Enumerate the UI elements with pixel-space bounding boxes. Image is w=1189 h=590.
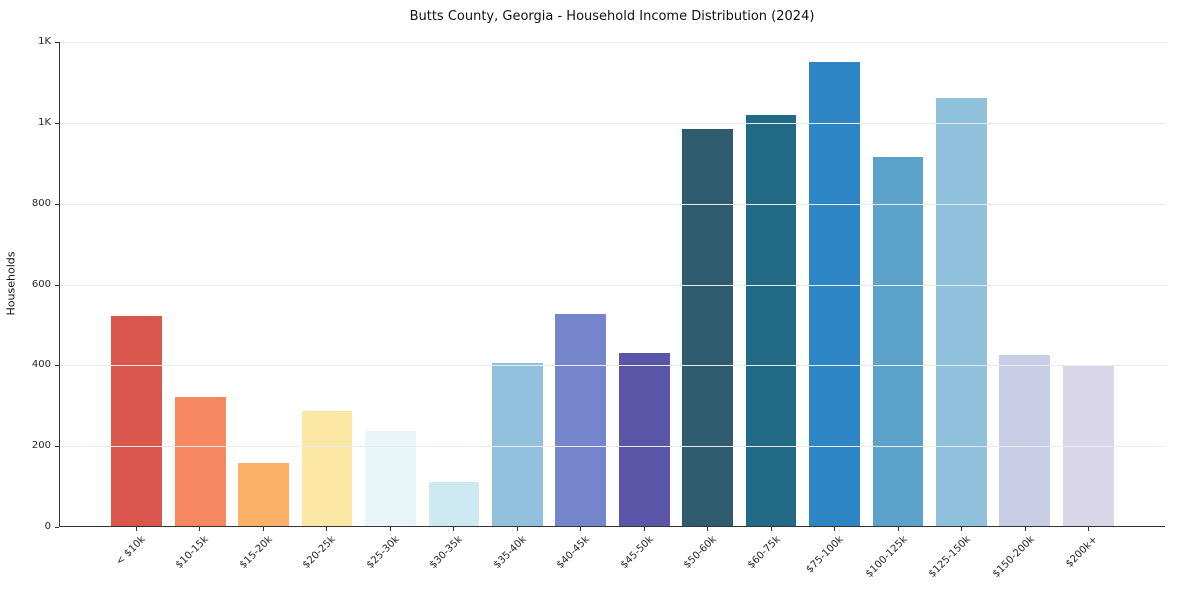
x-tick-mark <box>135 527 137 531</box>
y-tick-label: 0 <box>44 521 51 532</box>
x-tick-mark <box>199 527 201 531</box>
gridline <box>60 42 1165 43</box>
y-tick-label: 1K <box>38 116 51 128</box>
x-tick-label: $50-60k <box>682 534 720 571</box>
x-tick-label: $10-15k <box>174 534 212 571</box>
bar <box>1062 364 1114 526</box>
gridline <box>60 284 1165 286</box>
bar-slot <box>1057 42 1120 526</box>
x-tick-mark <box>580 527 582 531</box>
y-tick-mark <box>55 122 59 124</box>
bar <box>111 316 163 526</box>
x-tick-label: $100-125k <box>863 534 910 580</box>
bar-slot <box>422 42 485 526</box>
chart-title: Butts County, Georgia - Household Income… <box>409 9 815 24</box>
bar <box>238 463 289 526</box>
x-tick-mark <box>326 527 328 531</box>
plot-area <box>59 42 1165 527</box>
y-tick-label: 200 <box>31 440 51 452</box>
x-tick-mark <box>1024 527 1026 531</box>
x-tick-label: $15-20k <box>237 534 275 571</box>
bar-slot <box>105 42 168 526</box>
y-tick-mark <box>55 365 59 367</box>
x-tick-mark <box>389 527 391 531</box>
x-tick-label: $200k+ <box>1064 534 1101 570</box>
bar <box>745 114 797 526</box>
x-tick-mark <box>1088 527 1090 531</box>
x-tick-label: $150-200k <box>990 534 1037 580</box>
bar-slot <box>232 42 295 526</box>
bar-slot <box>866 42 929 526</box>
bar <box>999 354 1051 526</box>
bar-slot <box>168 42 231 526</box>
bars-container <box>60 42 1165 526</box>
y-tick-mark <box>55 42 59 43</box>
bar <box>555 314 607 526</box>
x-tick-mark <box>961 527 963 531</box>
bar-slot <box>993 42 1056 526</box>
x-tick-label: $60-75k <box>745 534 783 571</box>
y-tick-mark <box>55 284 59 286</box>
x-tick-label: $40-45k <box>555 534 593 571</box>
x-tick-mark <box>834 527 836 531</box>
bar <box>491 363 543 526</box>
x-tick-label: $125-150k <box>927 534 974 580</box>
x-tick-label: $25-30k <box>364 534 402 571</box>
gridline <box>60 122 1165 124</box>
bar-slot <box>739 42 802 526</box>
x-tick-label: $75-100k <box>804 534 847 576</box>
gridline <box>60 203 1165 205</box>
x-tick-mark <box>770 527 772 531</box>
y-tick-label: 1K <box>38 36 51 47</box>
bar <box>301 411 353 526</box>
x-tick-mark <box>516 527 518 531</box>
x-tick-mark <box>643 527 645 531</box>
bar <box>618 353 670 526</box>
bar-slot <box>930 42 993 526</box>
y-tick-mark <box>55 446 59 448</box>
x-tick-mark <box>262 527 264 531</box>
bar <box>872 156 924 526</box>
bar-slot <box>295 42 358 526</box>
gridline <box>60 446 1165 448</box>
bar-slot <box>676 42 739 526</box>
bar <box>428 481 480 526</box>
bar <box>936 98 987 526</box>
y-tick-label: 800 <box>31 197 51 209</box>
x-tick-label: $45-50k <box>618 534 656 571</box>
y-tick-mark <box>55 527 59 528</box>
y-tick-mark <box>55 203 59 205</box>
bar-slot <box>613 42 676 526</box>
bar-slot <box>803 42 866 526</box>
y-tick-label: 600 <box>31 278 51 290</box>
bar <box>809 62 860 526</box>
x-tick-label: $35-40k <box>491 534 529 571</box>
x-tick-label: $30-35k <box>428 534 466 571</box>
bar-slot <box>549 42 612 526</box>
x-tick-mark <box>453 527 455 531</box>
x-tick-label: $20-25k <box>301 534 339 571</box>
y-tick-label: 400 <box>31 359 51 371</box>
bar <box>682 128 734 526</box>
x-tick-mark <box>707 527 709 531</box>
bar-slot <box>486 42 549 526</box>
x-tick-mark <box>897 527 899 531</box>
gridline <box>60 365 1165 367</box>
x-tick-label: < $10k <box>113 534 148 568</box>
bar <box>174 396 226 526</box>
